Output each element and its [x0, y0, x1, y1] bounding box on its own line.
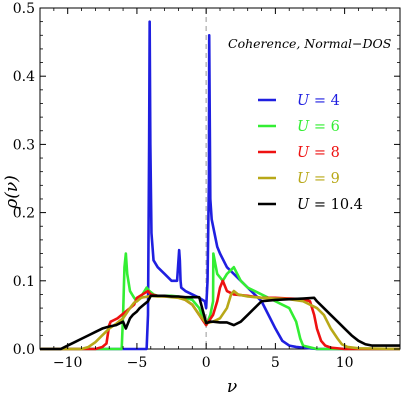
x-tick-label: −10	[53, 355, 83, 371]
y-tick-label: 0.1	[13, 274, 35, 290]
x-axis: −10 −5 0 5 10	[53, 8, 401, 371]
series-line-5	[40, 294, 400, 351]
x-tick-label: 5	[271, 355, 280, 371]
series-layer	[40, 20, 401, 351]
chart-annotation: Coherence, Normal−DOS	[228, 36, 391, 51]
legend: U = 4 U = 6 U = 8 U = 9 U = 10.4	[258, 93, 363, 213]
y-axis: 0.0 0.1 0.2 0.3 0.4 0.5	[13, 1, 400, 358]
plot-area	[39, 7, 401, 350]
legend-label-1: U = 4	[297, 93, 340, 109]
y-tick-label: 0.4	[13, 69, 35, 85]
series-line-4	[40, 289, 401, 351]
x-axis-label: ν	[227, 377, 237, 397]
y-axis-label: ρ(ν)	[2, 175, 22, 210]
x-tick-label: 10	[336, 355, 354, 371]
legend-label-3: U = 8	[297, 145, 340, 161]
legend-label-5: U = 10.4	[297, 197, 363, 213]
x-tick-label: 0	[202, 355, 211, 371]
y-tick-label: 0.2	[13, 206, 35, 222]
legend-label-4: U = 9	[297, 171, 340, 187]
plot-frame	[39, 7, 401, 350]
legend-label-2: U = 6	[297, 119, 340, 135]
series-line-1	[40, 20, 400, 351]
y-tick-label: 0.0	[13, 342, 35, 358]
y-tick-label: 0.5	[13, 1, 35, 17]
series-line-3	[40, 279, 400, 351]
y-tick-label: 0.3	[13, 137, 35, 153]
x-tick-label: −5	[127, 355, 148, 371]
series-line-2	[40, 252, 400, 351]
